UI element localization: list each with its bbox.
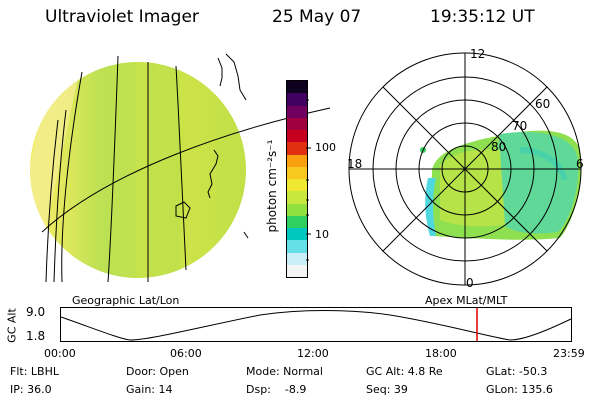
colorbar-tick-100: 100 [315, 141, 336, 154]
mode-value: Mode: Normal [246, 365, 323, 378]
lat-label-60: 60 [535, 97, 551, 111]
gc-alt-value: GC Alt: 4.8 Re [366, 365, 443, 378]
seq-value: Seq: 39 [366, 383, 408, 396]
colorbar-segment [287, 240, 307, 253]
lat-label-80: 80 [491, 140, 507, 154]
door-value: Door: Open [126, 365, 189, 378]
geographic-label: Geographic Lat/Lon [72, 294, 180, 307]
glon-value: GLon: 135.6 [486, 383, 553, 396]
filter-value: Flt: LBHL [10, 365, 59, 378]
colorbar-segment [287, 142, 307, 155]
colorbar-segment [287, 252, 307, 265]
time-label: 19:35:12 UT [430, 7, 535, 27]
mlt-label-0: 0 [466, 276, 474, 290]
gain-value: Gain: 14 [126, 383, 173, 396]
alt-curve [60, 310, 572, 341]
colorbar-segment [287, 264, 307, 277]
alt-plot-ytop: 9.0 [26, 305, 46, 319]
colorbar-tick-10: 10 [315, 228, 329, 241]
instrument-title: Ultraviolet Imager [45, 7, 199, 27]
ip-value: IP: 36.0 [10, 383, 52, 396]
colorbar-segment [287, 179, 307, 192]
alt-plot [60, 307, 572, 342]
time-tick-1: 06:00 [170, 347, 202, 360]
colorbar-segment [287, 81, 307, 94]
mlt-label-18: 18 [347, 157, 363, 171]
colorbar-segment [287, 93, 307, 106]
mlt-label-6: 6 [576, 157, 584, 171]
colorbar-segment [287, 228, 307, 241]
coastline [45, 53, 249, 283]
time-tick-0: 00:00 [44, 347, 76, 360]
colorbar-segment [287, 130, 307, 143]
colorbar-segment [287, 117, 307, 130]
colorbar-ticks [306, 99, 311, 261]
colorbar-segment [287, 154, 307, 167]
polar-grid [348, 52, 582, 286]
colorbar-segment [287, 203, 307, 216]
colorbar-segment [287, 191, 307, 204]
colorbar-segment [287, 215, 307, 228]
date-label: 25 May 07 [272, 7, 362, 27]
apex-label: Apex MLat/MLT [425, 294, 508, 307]
time-tick-2: 12:00 [297, 347, 329, 360]
lat-label-70: 70 [512, 119, 528, 133]
mlt-label-12: 12 [470, 47, 486, 61]
colorbar [286, 80, 308, 278]
time-tick-3: 18:00 [425, 347, 457, 360]
colorbar-segment [287, 166, 307, 179]
earth-disk [30, 62, 246, 278]
alt-plot-ybottom: 1.8 [26, 329, 46, 343]
time-tick-4: 23:59 [553, 347, 585, 360]
glat-value: GLat: -50.3 [486, 365, 548, 378]
colorbar-segment [287, 105, 307, 118]
dsp-value: Dsp: -8.9 [246, 383, 307, 396]
alt-plot-ylabel: GC Alt [5, 308, 19, 343]
